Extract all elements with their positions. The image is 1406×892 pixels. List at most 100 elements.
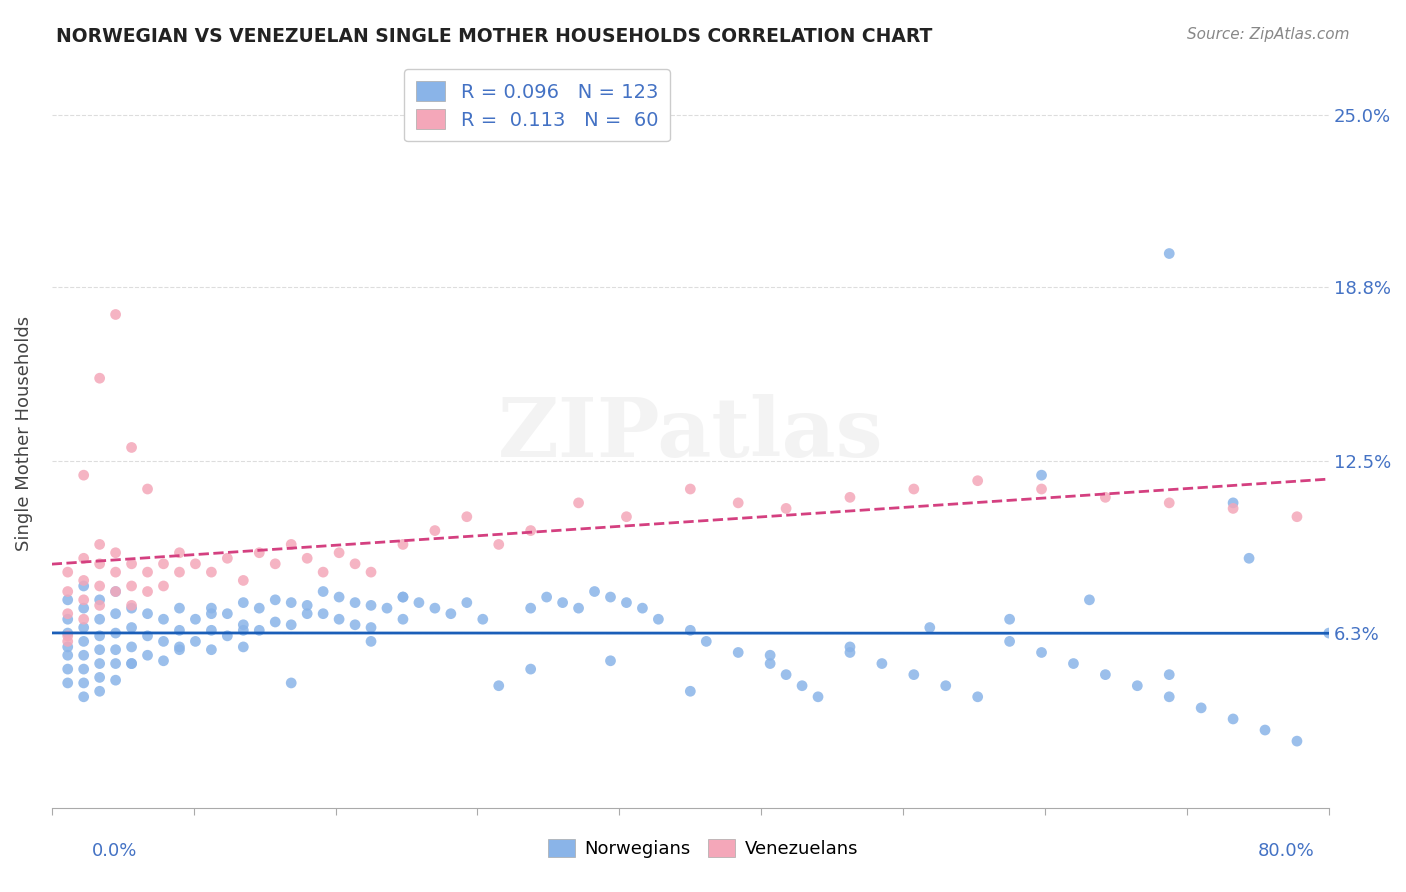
Point [360, 599, 382, 613]
Point [89, 557, 111, 571]
Point [184, 557, 207, 571]
Point [89, 537, 111, 551]
Point [408, 596, 430, 610]
Point [200, 565, 222, 579]
Point [1078, 592, 1101, 607]
Legend: R = 0.096   N = 123, R =  0.113   N =  60: R = 0.096 N = 123, R = 0.113 N = 60 [405, 70, 669, 142]
Point [903, 667, 925, 681]
Point [392, 590, 415, 604]
Point [89, 371, 111, 385]
Point [1031, 468, 1053, 483]
Point [280, 537, 302, 551]
Point [169, 601, 191, 615]
Text: 80.0%: 80.0% [1258, 842, 1315, 860]
Point [89, 684, 111, 698]
Point [169, 565, 191, 579]
Point [918, 621, 941, 635]
Point [104, 546, 127, 560]
Point [169, 642, 191, 657]
Point [519, 524, 541, 538]
Point [998, 612, 1021, 626]
Point [616, 596, 638, 610]
Point [152, 654, 174, 668]
Point [360, 565, 382, 579]
Point [232, 640, 254, 654]
Point [121, 599, 143, 613]
Point [1222, 712, 1244, 726]
Text: 0.0%: 0.0% [91, 842, 136, 860]
Point [488, 679, 510, 693]
Point [121, 441, 143, 455]
Point [1189, 701, 1212, 715]
Point [568, 601, 591, 615]
Point [56, 648, 79, 663]
Point [839, 640, 862, 654]
Point [328, 612, 350, 626]
Point [121, 657, 143, 671]
Point [73, 574, 96, 588]
Point [184, 634, 207, 648]
Point [280, 596, 302, 610]
Point [89, 642, 111, 657]
Point [89, 592, 111, 607]
Point [89, 629, 111, 643]
Point [1159, 690, 1181, 704]
Point [1237, 551, 1260, 566]
Point [200, 624, 222, 638]
Point [152, 634, 174, 648]
Point [583, 584, 606, 599]
Point [121, 557, 143, 571]
Point [56, 584, 79, 599]
Point [599, 654, 621, 668]
Point [727, 645, 749, 659]
Point [136, 648, 159, 663]
Text: NORWEGIAN VS VENEZUELAN SINGLE MOTHER HOUSEHOLDS CORRELATION CHART: NORWEGIAN VS VENEZUELAN SINGLE MOTHER HO… [56, 27, 932, 45]
Point [104, 642, 127, 657]
Point [839, 491, 862, 505]
Point [200, 607, 222, 621]
Point [56, 662, 79, 676]
Point [344, 617, 367, 632]
Point [104, 584, 127, 599]
Point [73, 648, 96, 663]
Point [1062, 657, 1084, 671]
Point [312, 565, 335, 579]
Point [56, 626, 79, 640]
Point [73, 662, 96, 676]
Point [519, 662, 541, 676]
Point [247, 624, 270, 638]
Point [104, 584, 127, 599]
Point [56, 607, 79, 621]
Point [89, 579, 111, 593]
Point [775, 667, 797, 681]
Point [73, 592, 96, 607]
Point [152, 612, 174, 626]
Point [56, 565, 79, 579]
Point [1126, 679, 1149, 693]
Point [328, 590, 350, 604]
Point [264, 557, 287, 571]
Point [392, 612, 415, 626]
Point [392, 590, 415, 604]
Point [312, 607, 335, 621]
Point [360, 634, 382, 648]
Point [121, 640, 143, 654]
Point [73, 612, 96, 626]
Point [56, 634, 79, 648]
Point [1094, 491, 1116, 505]
Y-axis label: Single Mother Households: Single Mother Households [15, 316, 32, 551]
Point [121, 579, 143, 593]
Point [998, 634, 1021, 648]
Point [169, 546, 191, 560]
Point [136, 629, 159, 643]
Point [1159, 667, 1181, 681]
Point [1159, 496, 1181, 510]
Point [73, 634, 96, 648]
Point [73, 676, 96, 690]
Point [104, 626, 127, 640]
Point [775, 501, 797, 516]
Point [759, 648, 782, 663]
Point [471, 612, 494, 626]
Point [1285, 734, 1308, 748]
Point [200, 642, 222, 657]
